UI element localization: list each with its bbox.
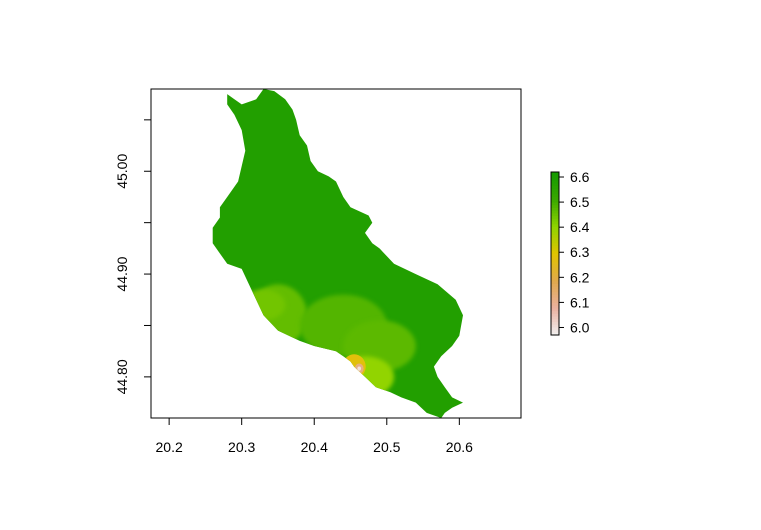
colorbar-tick-label: 6.2 — [570, 269, 590, 285]
x-tick-label: 20.4 — [301, 439, 328, 455]
colorbar-segment — [551, 267, 559, 271]
colorbar-tick-label: 6.0 — [570, 319, 590, 335]
colorbar-segment — [551, 180, 559, 184]
colorbar-segment — [551, 245, 559, 249]
colorbar-segment — [551, 248, 559, 252]
colorbar-segment — [551, 196, 559, 200]
colorbar-tick-label: 6.1 — [570, 294, 590, 310]
x-tick-label: 20.3 — [228, 439, 255, 455]
x-tick-label: 20.6 — [446, 439, 473, 455]
colorbar-segment — [551, 313, 559, 317]
colorbar-segment — [551, 250, 559, 255]
x-axis: 20.2 20.3 20.4 20.5 20.6 — [156, 417, 473, 455]
colorbar-segment — [551, 256, 559, 260]
colorbar-segment — [551, 307, 559, 312]
colorbar-segment — [551, 310, 559, 314]
colorbar-segment — [551, 199, 559, 203]
raster-patch — [241, 289, 286, 321]
colorbar-segment — [551, 215, 559, 219]
colorbar-segment — [551, 324, 559, 328]
colorbar-segment — [551, 177, 559, 181]
region-fill — [212, 89, 463, 418]
colorbar-segment — [551, 258, 559, 263]
colorbar-segment — [551, 326, 559, 331]
colorbar-segment — [551, 207, 559, 211]
y-tick-label: 44.90 — [114, 256, 130, 291]
colorbar-segment — [551, 185, 559, 189]
colorbar-segment — [551, 288, 559, 293]
colorbar-segment — [551, 269, 559, 274]
colorbar-segment — [551, 277, 559, 282]
colorbar-segment — [551, 220, 559, 225]
colorbar-segment — [551, 239, 559, 244]
colorbar-segment — [551, 201, 559, 206]
colorbar-segment — [551, 226, 559, 230]
colorbar-segment — [551, 275, 559, 279]
x-tick-label: 20.2 — [156, 439, 183, 455]
colorbar-segment — [551, 321, 559, 325]
colorbar-segment — [551, 231, 559, 236]
colorbar-segment — [551, 302, 559, 306]
y-tick-label: 45.00 — [114, 154, 130, 189]
colorbar-segment — [551, 272, 559, 276]
colorbar-segment — [551, 305, 559, 309]
colorbar-tick-label: 6.6 — [570, 169, 590, 185]
colorbar-segment — [551, 261, 559, 265]
colorbar-segment — [551, 191, 559, 195]
y-axis: 44.80 44.90 45.00 — [114, 119, 152, 394]
colorbar-segment — [551, 218, 559, 222]
colorbar-segment — [551, 210, 559, 214]
colorbar-segment — [551, 172, 559, 176]
colorbar-segment — [551, 329, 559, 333]
colorbar-tick-label: 6.5 — [570, 194, 590, 210]
x-tick-label: 20.5 — [373, 439, 400, 455]
colorbar-segment — [551, 286, 559, 290]
colorbar-segment — [551, 193, 559, 198]
colorbar-segment — [551, 237, 559, 241]
colorbar-segment — [551, 212, 559, 217]
raster-patch — [357, 366, 362, 371]
colorbar-segment — [551, 299, 559, 303]
colorbar-segment — [551, 296, 559, 301]
colorbar-segment — [551, 204, 559, 208]
colorbar-segment — [551, 283, 559, 287]
y-tick-label: 44.80 — [114, 359, 130, 394]
colorbar-segment — [551, 253, 559, 257]
colorbar-legend: 6.0 6.1 6.2 6.3 6.4 6.5 6.6 — [550, 169, 590, 336]
colorbar-segment — [551, 223, 559, 227]
colorbar-frame — [550, 171, 560, 336]
colorbar-segment — [551, 315, 559, 320]
colorbar-segment — [551, 174, 559, 179]
colorbar-segment — [551, 182, 559, 187]
colorbar-segment — [551, 229, 559, 233]
colorbar-segment — [551, 188, 559, 192]
colorbar-segment — [551, 294, 559, 298]
colorbar-tick-label: 6.4 — [570, 219, 590, 235]
colorbar-segment — [551, 318, 559, 323]
colorbar-segment — [551, 242, 559, 246]
raster-region — [212, 89, 463, 418]
colorbar-segment — [551, 234, 559, 238]
colorbar-segment — [551, 332, 559, 336]
colorbar-segment — [551, 280, 559, 284]
colorbar-segment — [551, 264, 559, 268]
colorbar-tick-label: 6.3 — [570, 244, 590, 260]
colorbar-segment — [551, 291, 559, 295]
